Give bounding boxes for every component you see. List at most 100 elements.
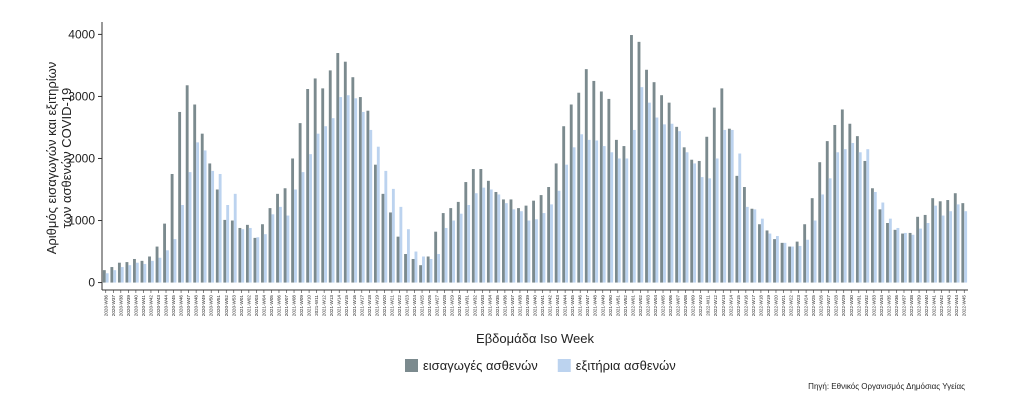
y-axis-label: των ασθενών COVID-19 — [59, 88, 74, 229]
bar — [441, 213, 445, 283]
bar — [497, 194, 501, 283]
bar — [133, 258, 136, 283]
x-tick-label: 2022-W01 — [630, 295, 635, 317]
bar — [248, 227, 252, 283]
x-tick-label: 2020-W38 — [118, 295, 123, 317]
bar — [479, 169, 483, 283]
bar — [813, 220, 817, 283]
x-tick-label: 2021-W19 — [374, 295, 379, 317]
bar — [437, 254, 440, 283]
bar — [486, 180, 490, 283]
bar — [494, 191, 498, 283]
bar — [524, 205, 528, 283]
bar — [211, 170, 215, 283]
bar — [542, 213, 546, 283]
x-tick-label: 2021-W36 — [502, 295, 507, 317]
x-tick-label: 2022-W44 — [954, 295, 959, 317]
x-tick-label: 2021-W16 — [352, 295, 357, 317]
x-tick-label: 2021-W37 — [510, 295, 515, 317]
bar — [908, 232, 912, 283]
x-tick-label: 2021-W41 — [540, 295, 545, 317]
x-tick-label: 2021-W26 — [427, 295, 432, 317]
bar — [547, 187, 551, 283]
bar — [339, 97, 343, 283]
x-tick-label: 2021-W06 — [276, 295, 281, 317]
bar — [253, 237, 257, 283]
bar — [569, 104, 573, 283]
bar — [685, 152, 689, 283]
legend-swatch — [405, 359, 418, 372]
bar — [632, 129, 636, 283]
bar — [614, 139, 618, 283]
x-tick-label: 2021-W51 — [615, 295, 620, 317]
bar — [188, 172, 192, 283]
bar — [690, 159, 694, 283]
x-tick-label: 2020-W53 — [231, 295, 236, 317]
bar — [640, 87, 644, 283]
x-tick-label: 2020-W48 — [194, 295, 199, 317]
x-tick-label: 2022-W41 — [932, 295, 937, 317]
bar — [276, 193, 279, 283]
bar — [652, 82, 656, 283]
x-tick-label: 2020-W41 — [141, 295, 146, 317]
x-tick-label: 2021-W14 — [337, 295, 342, 317]
bar — [926, 223, 930, 283]
x-tick-label: 2021-W28 — [442, 295, 447, 317]
bar — [343, 61, 347, 283]
bar — [173, 239, 177, 283]
bar — [700, 177, 704, 283]
x-tick-label: 2021-W21 — [389, 295, 394, 317]
x-tick-label: 2022-W18 — [758, 295, 763, 317]
bar — [886, 223, 889, 283]
x-tick-label: 2021-W09 — [299, 295, 304, 317]
x-tick-label: 2020-W45 — [171, 295, 176, 317]
bar — [245, 224, 249, 283]
bar — [158, 257, 162, 283]
bar — [163, 223, 167, 283]
bar — [788, 246, 792, 283]
bar — [539, 195, 543, 283]
bar — [565, 164, 568, 283]
bar — [607, 98, 611, 283]
bar — [580, 134, 584, 283]
bar — [196, 142, 199, 283]
bar — [291, 158, 295, 283]
source-note: Πηγή: Εθνικός Οργανισμός Δημόσιας Υγείας — [808, 382, 965, 391]
bar — [738, 153, 742, 283]
bar — [871, 188, 874, 283]
x-tick-label: 2021-W44 — [563, 295, 568, 317]
bar — [414, 251, 418, 283]
x-tick-label: 2021-W52 — [623, 295, 628, 317]
bar — [294, 189, 297, 283]
bar — [464, 182, 468, 283]
x-tick-label: 2021-W34 — [487, 295, 492, 317]
bar — [502, 199, 505, 283]
bar — [866, 149, 870, 283]
bar — [780, 242, 784, 283]
x-tick-label: 2022-W34 — [879, 295, 884, 317]
bar — [474, 193, 478, 283]
x-tick-label: 2022-W06 — [668, 295, 673, 317]
bar — [261, 224, 264, 283]
bar — [449, 208, 453, 283]
bar — [745, 206, 749, 283]
bar — [117, 262, 121, 283]
bar — [286, 215, 290, 283]
x-tick-label: 2021-W27 — [435, 295, 440, 317]
bar — [610, 152, 614, 283]
bar — [429, 258, 433, 283]
bar — [105, 273, 109, 283]
bar — [263, 234, 267, 283]
bar — [941, 215, 945, 283]
y-tick-label: 4000 — [68, 27, 95, 41]
x-tick-label: 2020-W36 — [103, 295, 108, 317]
bar — [512, 209, 516, 283]
bar — [599, 91, 603, 283]
bar — [873, 191, 877, 283]
x-tick-label: 2022-W08 — [683, 295, 688, 317]
x-tick-label: 2021-W33 — [480, 295, 485, 317]
x-tick-label: 2022-W10 — [698, 295, 703, 317]
x-tick-label: 2021-W25 — [420, 295, 425, 317]
bar — [178, 111, 182, 283]
